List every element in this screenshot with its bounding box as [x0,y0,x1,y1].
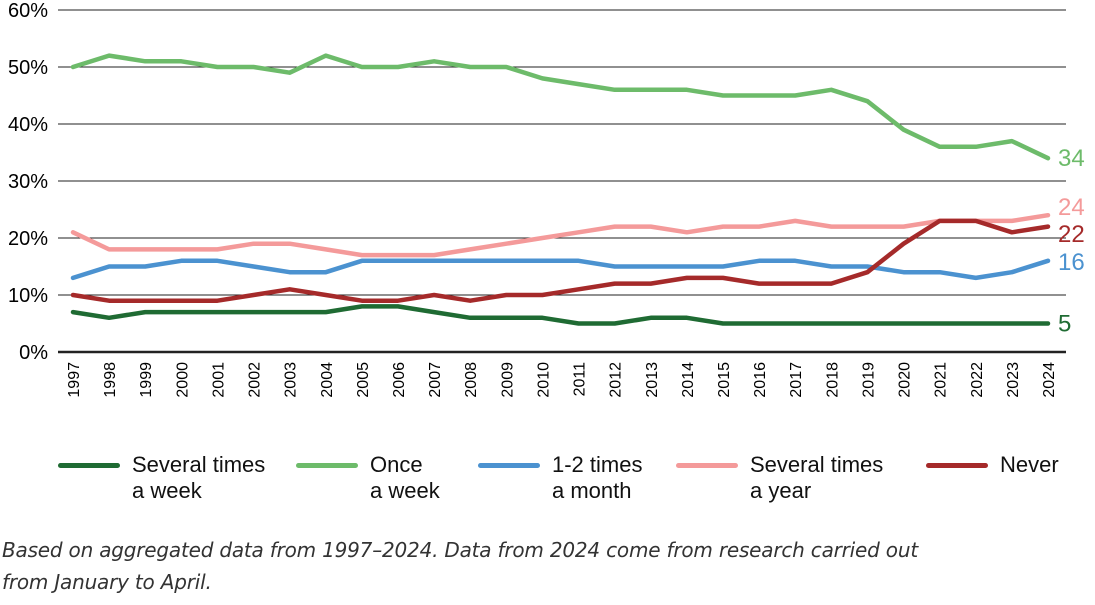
y-tick-label: 30% [8,171,48,193]
y-tick-label: 50% [8,57,48,79]
series-lines [70,53,1051,326]
x-tick-label: 2009 [499,362,516,398]
x-tick-label: 2015 [716,362,733,398]
x-tick-label: 1998 [102,362,119,398]
footnote-line: from January to April. [2,570,212,594]
legend-item-never: Never [926,452,1059,478]
footnote: Based on aggregated data from 1997–2024.… [2,534,1092,598]
x-tick-label: 2024 [1041,362,1058,398]
series-line-several-times-a-week [70,304,1051,326]
end-value-label: 22 [1058,221,1085,248]
x-tick-label: 2010 [535,362,552,398]
x-tick-label: 1997 [66,362,83,398]
end-value-label: 24 [1058,194,1085,221]
legend-swatch [478,463,540,468]
y-axis-ticks: 0% 10% 20% 30% 40% 50% 60% [8,0,48,364]
end-value-label: 5 [1058,311,1071,338]
y-tick-label: 40% [8,114,48,136]
x-tick-label: 2016 [752,362,769,398]
x-tick-label: 2001 [210,362,227,398]
x-tick-label: 1999 [138,362,155,398]
legend-item-once-a-week: Once a week [296,452,440,504]
x-tick-label: 2004 [319,362,336,398]
series-line-several-times-a-year [70,212,1051,258]
legend-label: Several times a year [750,452,883,504]
x-tick-label: 2022 [969,362,986,398]
legend-swatch [926,463,988,468]
x-tick-label: 2019 [860,362,877,398]
legend-label-line: Once [370,452,423,477]
legend-swatch [58,463,120,468]
x-tick-label: 2002 [247,362,264,398]
legend-item-several-times-a-year: Several times a year [676,452,883,504]
end-value-label: 34 [1058,145,1085,172]
legend-label-line: Several times [750,452,884,477]
x-tick-label: 2005 [355,362,372,398]
legend-label-line: a week [132,478,202,503]
x-tick-label: 2020 [897,362,914,398]
legend-swatch [676,463,738,468]
legend-label: Several times a week [132,452,265,504]
y-tick-label: 60% [8,0,48,22]
legend-label-line: 1-2 times [552,452,643,477]
legend: Several times a week Once a week 1-2 tim… [0,452,1095,512]
legend-label-line: a year [750,478,812,503]
x-tick-label: 2017 [788,362,805,398]
legend-item-several-times-a-week: Several times a week [58,452,265,504]
legend-label: Once a week [370,452,440,504]
legend-label-line: Several times [132,452,266,477]
x-tick-label: 2006 [391,362,408,398]
end-value-label: 16 [1058,249,1085,276]
legend-label-line: a week [370,478,440,503]
x-tick-label: 2014 [680,362,697,398]
x-tick-label: 2011 [572,362,589,397]
x-axis-ticks: 1997 1998 1999 2000 2001 2002 2003 2004 2005 2006… [66,362,1058,398]
x-tick-label: 2013 [644,362,661,398]
legend-label-line: a month [552,478,632,503]
x-tick-label: 2021 [933,362,950,398]
x-tick-label: 2018 [824,362,841,398]
legend-item-1-2-times-a-month: 1-2 times a month [478,452,642,504]
legend-label-line: Never [1000,452,1059,477]
x-tick-label: 2000 [174,362,191,398]
x-tick-label: 2007 [427,362,444,398]
legend-label: Never [1000,452,1059,478]
y-tick-label: 0% [19,342,48,364]
x-tick-label: 2003 [283,362,300,398]
series-line-once-a-week [70,53,1051,161]
y-tick-label: 20% [8,228,48,250]
y-tick-label: 10% [8,285,48,307]
series-line-never [70,218,1051,303]
x-tick-label: 2008 [463,362,480,398]
x-tick-label: 2023 [1005,362,1022,398]
series-line-1-2-times-a-month [70,258,1051,281]
legend-swatch [296,463,358,468]
footnote-line: Based on aggregated data from 1997–2024.… [2,538,918,562]
x-tick-label: 2012 [608,362,625,398]
legend-label: 1-2 times a month [552,452,642,504]
